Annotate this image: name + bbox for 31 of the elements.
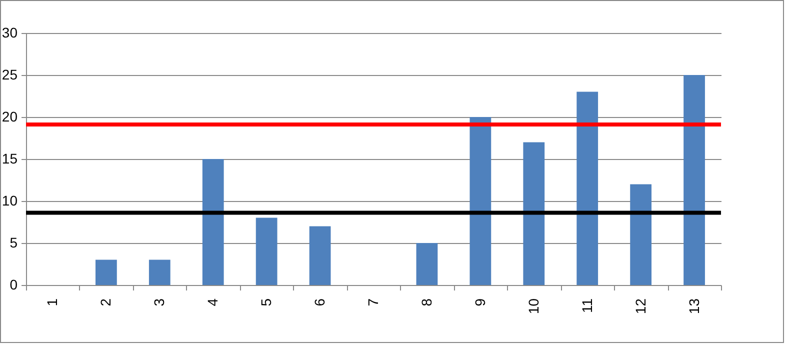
y-tick-label: 15	[2, 150, 18, 166]
x-tick-label: 2	[98, 298, 114, 306]
x-tick-label: 5	[258, 298, 274, 306]
bar	[202, 159, 224, 285]
x-tick-label: 8	[418, 298, 434, 306]
bar	[309, 226, 331, 285]
x-tick-label: 7	[365, 298, 381, 306]
x-tick-label: 12	[632, 298, 648, 314]
bar	[630, 184, 652, 285]
y-tick-label: 25	[2, 66, 18, 82]
bar	[96, 260, 117, 285]
x-tick-label: 9	[472, 298, 488, 306]
bar	[470, 117, 492, 285]
x-tick-label: 4	[204, 298, 221, 306]
bar	[256, 218, 278, 285]
x-tick-label: 11	[578, 298, 595, 314]
bar	[416, 243, 438, 285]
y-tick-label: 0	[10, 276, 18, 292]
bar	[684, 75, 705, 285]
x-tick-label: 6	[312, 298, 328, 306]
y-tick-label: 20	[2, 108, 18, 124]
x-tick-label: 1	[44, 298, 60, 306]
y-tick-label: 10	[2, 192, 18, 208]
bar	[523, 142, 545, 285]
x-tick-label: 3	[151, 298, 168, 306]
x-tick-label: 10	[525, 298, 542, 314]
bar	[576, 92, 598, 285]
y-tick-label: 5	[10, 234, 18, 250]
bar	[148, 260, 170, 285]
x-tick-label: 13	[686, 298, 702, 314]
y-tick-label: 30	[2, 24, 18, 40]
